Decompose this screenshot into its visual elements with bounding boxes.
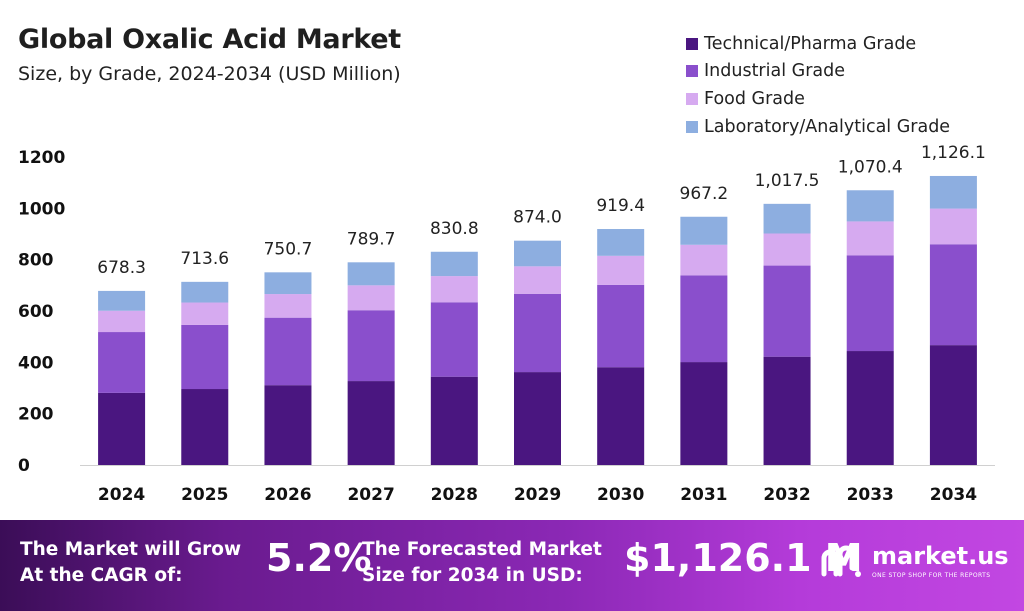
logo-tagline: ONE STOP SHOP FOR THE REPORTS [872, 572, 991, 579]
bar-segment [929, 244, 977, 346]
bar-segment [264, 385, 312, 465]
y-tick-label: 400 [18, 353, 54, 373]
bar-segment [347, 310, 395, 382]
legend-label: Industrial Grade [704, 61, 845, 82]
bar-segment [680, 275, 728, 363]
x-tick-label: 2030 [597, 485, 644, 505]
x-tick-label: 2026 [264, 485, 311, 505]
bar-segment [181, 324, 229, 390]
bar-total-label: 919.4 [596, 196, 645, 216]
bar-segment [846, 190, 894, 222]
bar-total-label: 789.7 [347, 229, 396, 249]
summary-banner: The Market will Grow At the CAGR of: 5.2… [0, 520, 1024, 611]
bar-total-label: 1,070.4 [838, 157, 903, 177]
bar-segment [597, 229, 645, 256]
bar-segment [98, 310, 146, 333]
bar-total-label: 1,126.1 [921, 143, 986, 163]
bar-segment [98, 392, 146, 465]
bar-segment [181, 389, 229, 465]
bar-segment [763, 265, 811, 357]
bar-total-label: 967.2 [680, 184, 729, 204]
legend-label: Laboratory/Analytical Grade [704, 116, 951, 137]
bar-segment [347, 381, 395, 465]
bar-total-label: 874.0 [513, 208, 562, 228]
market-us-logo-icon [821, 545, 861, 577]
bar-segment [929, 208, 977, 245]
legend-swatch [686, 120, 698, 133]
bar-segment [347, 285, 395, 311]
bar-segment [347, 262, 395, 286]
bar-segment [430, 276, 478, 303]
bar-total-label: 1,017.5 [755, 171, 820, 191]
bar-segment [763, 356, 811, 465]
bar-segment [763, 203, 811, 234]
bar-segment [430, 376, 478, 465]
x-tick-label: 2031 [680, 485, 727, 505]
y-tick-label: 200 [18, 405, 54, 425]
y-tick-label: 1200 [18, 148, 65, 168]
bar-segment [98, 290, 146, 311]
bar-segment [846, 351, 894, 465]
legend-item: Industrial Grade [686, 58, 950, 86]
y-tick-label: 600 [18, 302, 54, 322]
legend-item: Food Grade [686, 85, 950, 113]
x-tick-label: 2024 [98, 485, 145, 505]
bar-segment [264, 272, 312, 295]
chart-title: Global Oxalic Acid Market [18, 24, 401, 55]
bar-segment [181, 281, 229, 303]
bar-segment [680, 216, 728, 245]
bar-segment [430, 251, 478, 277]
x-tick-label: 2025 [181, 485, 228, 505]
legend-swatch [686, 65, 698, 78]
legend-swatch [686, 92, 698, 105]
cagr-value: 5.2% [266, 536, 372, 580]
bar-segment [264, 294, 312, 318]
bar-segment [763, 233, 811, 266]
bar-segment [597, 255, 645, 285]
bar-total-label: 678.3 [97, 258, 146, 278]
legend-label: Food Grade [704, 88, 805, 109]
y-tick-label: 1000 [18, 199, 65, 219]
x-tick-label: 2027 [347, 485, 394, 505]
bar-total-label: 750.7 [264, 239, 313, 259]
bar-total-label: 713.6 [180, 249, 229, 269]
x-tick-label: 2028 [431, 485, 478, 505]
x-tick-label: 2032 [763, 485, 810, 505]
bar-segment [264, 317, 312, 386]
forecast-label: The Forecasted Market Size for 2034 in U… [362, 539, 602, 586]
bar-segment [430, 302, 478, 377]
bar-segment [597, 367, 645, 465]
bar-segment [514, 293, 561, 373]
legend-label: Technical/Pharma Grade [704, 33, 917, 54]
legend-item: Laboratory/Analytical Grade [686, 113, 950, 141]
chart-legend: Technical/Pharma Grade Industrial Grade Fo… [686, 30, 950, 140]
bar-segment [846, 255, 894, 352]
bar-segment [514, 240, 561, 267]
stacked-bar-chart: 0 200 400 600 800 1000 1200 678.3 2024 713.6 2025 7… [18, 143, 995, 505]
x-tick-label: 2034 [930, 485, 977, 505]
bar-segment [846, 221, 894, 256]
bar-segment [514, 266, 561, 294]
cagr-label: The Market will Grow At the CAGR of: [20, 539, 242, 586]
bar-segment [597, 284, 645, 368]
x-tick-label: 2033 [847, 485, 894, 505]
market-us-logo[interactable]: market.us ONE STOP SHOP FOR THE REPORTS [818, 542, 1014, 590]
bar-segment [929, 345, 977, 465]
bar-segment [929, 175, 977, 209]
bar-segment [680, 362, 728, 465]
legend-swatch [686, 37, 698, 50]
legend-item: Technical/Pharma Grade [686, 30, 950, 58]
bar-segment [514, 372, 561, 465]
logo-text: market.us [872, 542, 1009, 570]
bar-segment [680, 244, 728, 276]
y-tick-label: 0 [18, 456, 30, 476]
bar-segment [98, 332, 146, 393]
bar-segment [181, 302, 229, 325]
x-tick-label: 2029 [514, 485, 561, 505]
bar-total-label: 830.8 [430, 219, 479, 239]
y-tick-label: 800 [18, 251, 54, 271]
chart-subtitle: Size, by Grade, 2024-2034 (USD Million) [18, 63, 401, 85]
